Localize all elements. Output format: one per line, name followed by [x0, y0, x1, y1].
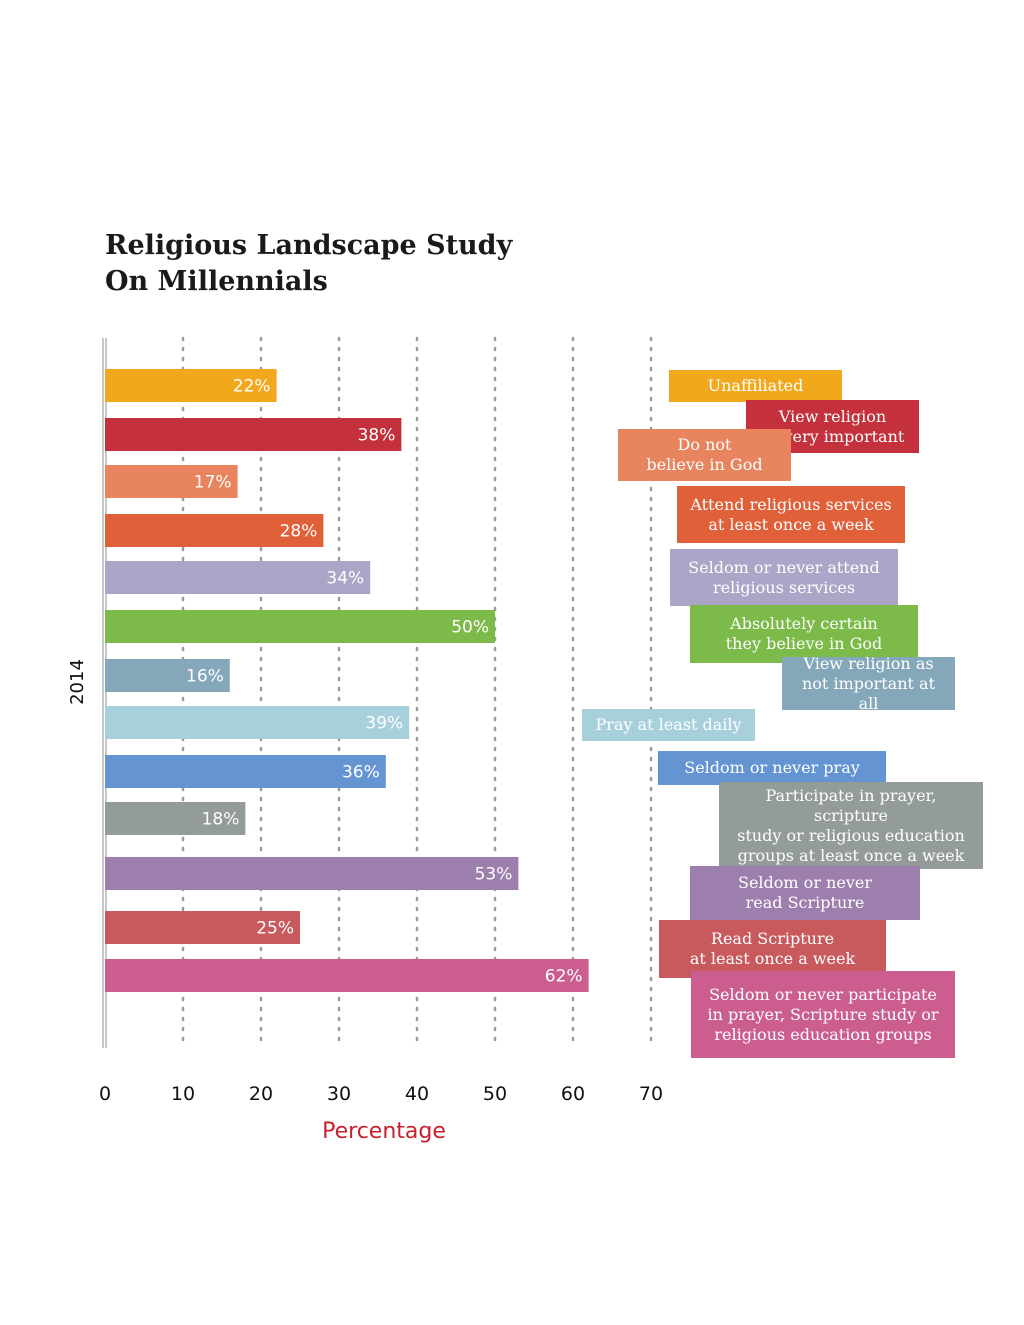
bar-value-label: 16% — [186, 667, 224, 687]
legend-item: Seldom or never participate in prayer, S… — [691, 971, 955, 1058]
x-tick-labels: 0 10 20 30 40 50 60 70 — [99, 1083, 663, 1105]
legend-item: Read Scripture at least once a week — [659, 920, 886, 978]
bar — [105, 659, 230, 692]
bars: 22% 38% 17% 28% 34% 50% 16% 39% 36% 18% 53% 25% 62% — [105, 369, 589, 992]
legend-item: View religion as not important at all — [782, 654, 955, 713]
bar — [105, 802, 246, 835]
x-tick-label: 0 — [99, 1083, 111, 1105]
x-tick-label: 30 — [327, 1083, 351, 1105]
bar-value-label: 34% — [326, 569, 364, 589]
bar — [105, 706, 410, 739]
x-tick-label: 20 — [249, 1083, 273, 1105]
chart-title-line-1: Religious Landscape Study — [105, 230, 513, 261]
bar — [105, 465, 238, 498]
bar — [105, 610, 495, 643]
bar-value-label: 38% — [358, 426, 396, 446]
legend-item: Seldom or never read Scripture — [690, 866, 920, 920]
bar — [105, 857, 519, 890]
bar-value-label: 53% — [475, 865, 513, 885]
legend-item: Unaffiliated — [669, 370, 842, 402]
x-tick-label: 60 — [561, 1083, 585, 1105]
bar — [105, 911, 300, 944]
y-axis-label: 2014 — [67, 659, 88, 705]
legend-item: Seldom or never pray — [658, 751, 886, 785]
x-tick-label: 10 — [171, 1083, 195, 1105]
bar — [105, 369, 277, 402]
legend-item: Participate in prayer, scripture study o… — [719, 782, 983, 869]
x-tick-label: 50 — [483, 1083, 507, 1105]
legend-item: Pray at least daily — [582, 709, 755, 741]
bar-value-label: 36% — [342, 763, 380, 783]
legend-item: Absolutely certain they believe in God — [690, 605, 918, 663]
bar — [105, 755, 386, 788]
bar-value-label: 50% — [451, 618, 489, 638]
chart-title-line-2: On Millennials — [105, 266, 328, 297]
bar — [105, 959, 589, 992]
x-axis-label: Percentage — [322, 1119, 446, 1144]
bar — [105, 418, 402, 451]
x-tick-label: 70 — [639, 1083, 663, 1105]
legend-item: Do not believe in God — [618, 429, 791, 481]
chart-title: Religious Landscape Study On Millennials — [105, 228, 512, 300]
bar-value-label: 62% — [545, 967, 583, 987]
legend-item: Attend religious services at least once … — [677, 486, 905, 543]
bar-value-label: 39% — [365, 714, 403, 734]
bar — [105, 514, 324, 547]
legend-item: Seldom or never attend religious service… — [670, 549, 898, 606]
bar-value-label: 18% — [202, 810, 240, 830]
bar-value-label: 22% — [233, 377, 271, 397]
bar — [105, 561, 371, 594]
x-tick-label: 40 — [405, 1083, 429, 1105]
bar-value-label: 28% — [280, 522, 318, 542]
bar-value-label: 17% — [194, 473, 232, 493]
bar-value-label: 25% — [256, 919, 294, 939]
